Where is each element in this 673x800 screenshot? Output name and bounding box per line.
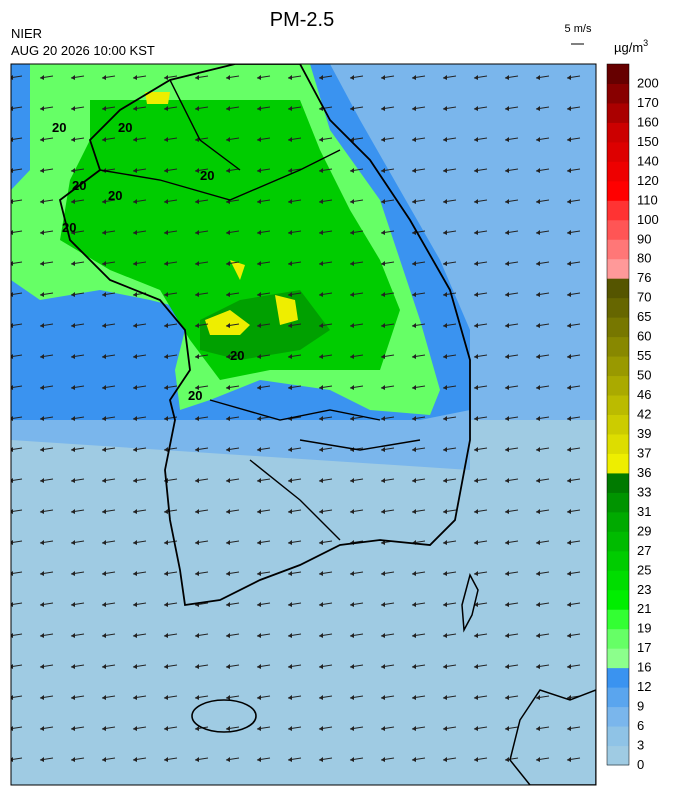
colorbar-label: 3 — [637, 738, 644, 753]
colorbar-label: 76 — [637, 270, 651, 285]
colorbar-label: 150 — [637, 134, 659, 149]
colorbar-segment — [607, 453, 629, 474]
colorbar-segment — [607, 375, 629, 396]
colorbar-label: 6 — [637, 718, 644, 733]
colorbar-label: 23 — [637, 582, 651, 597]
colorbar-segment — [607, 122, 629, 143]
colorbar-label: 110 — [637, 192, 658, 207]
coastline — [58, 64, 471, 607]
colorbar-label: 60 — [637, 329, 651, 344]
colorbar-segment — [607, 589, 629, 610]
map-frame — [10, 63, 597, 786]
colorbar-label: 17 — [637, 640, 651, 655]
colorbar-label: 90 — [637, 231, 651, 246]
contour-label: 20 — [52, 120, 66, 135]
colorbar-segment — [607, 687, 629, 708]
colorbar-frame — [606, 63, 630, 766]
unit: µg/m3 — [614, 38, 648, 55]
colorbar-segment — [607, 745, 629, 766]
colorbar-segment — [607, 258, 629, 279]
japan-coast — [509, 689, 596, 785]
contour-labels: 20 20 20 20 20 20 20 20 — [52, 120, 244, 403]
colorbar-label: 65 — [637, 309, 651, 324]
contour-label: 20 — [230, 348, 244, 363]
tsushima — [461, 572, 479, 633]
contour-label: 20 — [62, 220, 76, 235]
contour-label: 20 — [72, 178, 86, 193]
wind-arrows — [11, 64, 596, 785]
colorbar-segment — [607, 297, 629, 318]
colorbar-label: 33 — [637, 484, 651, 499]
colorbar-segment — [607, 317, 629, 338]
colorbar-segment — [607, 433, 629, 454]
colorbar-label: 170 — [637, 95, 659, 110]
colorbar-label: 42 — [637, 407, 651, 422]
colorbar-label: 9 — [637, 699, 644, 714]
province-borders — [99, 79, 421, 541]
colorbar: 0369121617192123252729313336373942465055… — [606, 63, 659, 772]
colorbar-segment — [607, 414, 629, 435]
colorbar-label: 39 — [637, 426, 651, 441]
colorbar-segment — [607, 511, 629, 532]
colorbar-label: 200 — [637, 75, 659, 90]
colorbar-label: 29 — [637, 523, 651, 538]
title: PM-2.5 — [270, 9, 334, 31]
colorbar-segment — [607, 492, 629, 513]
colorbar-segment — [607, 706, 629, 727]
colorbar-label: 0 — [637, 757, 644, 772]
colorbar-segment — [607, 83, 629, 104]
timestamp: AUG 20 2026 10:00 KST — [11, 43, 155, 58]
colorbar-segment — [607, 336, 629, 357]
colorbar-label: 16 — [637, 660, 651, 675]
map: 20 20 20 20 20 20 20 20 — [11, 64, 596, 785]
colorbar-segment — [607, 531, 629, 552]
colorbar-label: 25 — [637, 562, 651, 577]
source: NIER — [11, 26, 42, 41]
colorbar-label: 55 — [637, 348, 651, 363]
colorbar-segment — [607, 356, 629, 377]
colorbar-label: 80 — [637, 251, 651, 266]
contour-label: 20 — [200, 168, 214, 183]
colorbar-label: 27 — [637, 543, 651, 558]
colorbar-label: 50 — [637, 368, 651, 383]
colorbar-segment — [607, 102, 629, 123]
colorbar-segment — [607, 64, 629, 84]
colorbar-segment — [607, 570, 629, 591]
colorbar-label: 160 — [637, 114, 659, 129]
colorbar-label: 70 — [637, 290, 651, 305]
colorbar-label: 36 — [637, 465, 651, 480]
colorbar-segment — [607, 609, 629, 630]
colorbar-segment — [607, 667, 629, 688]
wind-scale: 5 m/s — [565, 23, 592, 35]
colorbar-label: 140 — [637, 153, 659, 168]
colorbar-label: 37 — [637, 445, 651, 460]
colorbar-label: 31 — [637, 504, 651, 519]
colorbar-segment — [607, 628, 629, 649]
colorbar-segment — [607, 648, 629, 669]
colorbar-segment — [607, 278, 629, 299]
contour-label: 20 — [118, 120, 132, 135]
colorbar-segment — [607, 239, 629, 260]
colorbar-segment — [607, 180, 629, 201]
colorbar-segment — [607, 550, 629, 571]
contour-label: 20 — [108, 188, 122, 203]
colorbar-label: 19 — [637, 621, 651, 636]
colorbar-segment — [607, 395, 629, 415]
colorbar-label: 120 — [637, 173, 659, 188]
colorbar-label: 46 — [637, 387, 651, 402]
colorbar-segment — [607, 726, 629, 747]
colorbar-segment — [607, 161, 629, 182]
colorbar-segment — [607, 219, 629, 240]
colorbar-segment — [607, 141, 629, 162]
colorbar-label: 100 — [637, 212, 659, 227]
jeju-island — [191, 699, 257, 733]
contour-label: 20 — [188, 388, 202, 403]
colorbar-label: 21 — [637, 601, 651, 616]
colorbar-segment — [607, 472, 629, 493]
colorbar-segment — [607, 200, 629, 221]
colorbar-label: 12 — [637, 679, 651, 694]
